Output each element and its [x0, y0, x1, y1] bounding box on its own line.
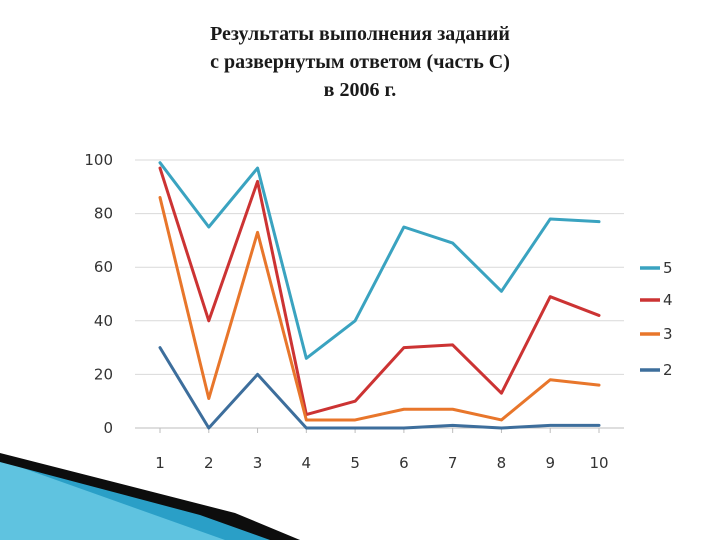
series-lines	[158, 161, 601, 430]
x-tick-label: 5	[350, 454, 360, 472]
x-tick-label: 6	[399, 454, 409, 472]
legend-label-3: 3	[663, 325, 673, 343]
x-tick-label: 2	[204, 454, 214, 472]
x-axis: 1 2 3 4 5 6 7 8 9 10	[155, 428, 609, 472]
legend-label-4: 4	[663, 291, 673, 309]
chart-title: Результаты выполнения заданий с разверну…	[140, 20, 580, 104]
series-line-4	[158, 166, 601, 417]
y-tick-label: 80	[94, 205, 113, 223]
x-tick-label: 7	[448, 454, 458, 472]
deco-dark-stripe	[0, 453, 300, 540]
legend-label-5: 5	[663, 259, 673, 277]
title-line-1: Результаты выполнения заданий	[210, 23, 510, 45]
y-tick-label: 20	[94, 365, 113, 383]
series-line-2	[158, 346, 601, 430]
y-tick-label: 60	[94, 258, 113, 276]
legend: 5 4 3 2	[640, 259, 673, 379]
legend-label-2: 2	[663, 361, 673, 379]
gridlines	[135, 159, 624, 429]
x-tick-label: 1	[155, 454, 165, 472]
series-line-5	[158, 161, 601, 360]
y-tick-label: 0	[103, 419, 113, 437]
x-tick-label: 10	[589, 454, 608, 472]
slide-corner-decoration	[0, 453, 300, 540]
title-line-2: с развернутым ответом (часть С)	[210, 51, 510, 73]
y-tick-label: 100	[84, 151, 113, 169]
x-tick-label: 3	[253, 454, 263, 472]
x-tick-label: 8	[497, 454, 507, 472]
x-tick-label: 9	[545, 454, 555, 472]
deco-light-wedge	[0, 460, 225, 540]
series-line-3	[158, 196, 601, 422]
title-line-3: в 2006 г.	[323, 79, 397, 101]
y-tick-label: 40	[94, 312, 113, 330]
x-tick-label: 4	[302, 454, 312, 472]
y-axis: 0 20 40 60 80 100	[84, 151, 113, 437]
